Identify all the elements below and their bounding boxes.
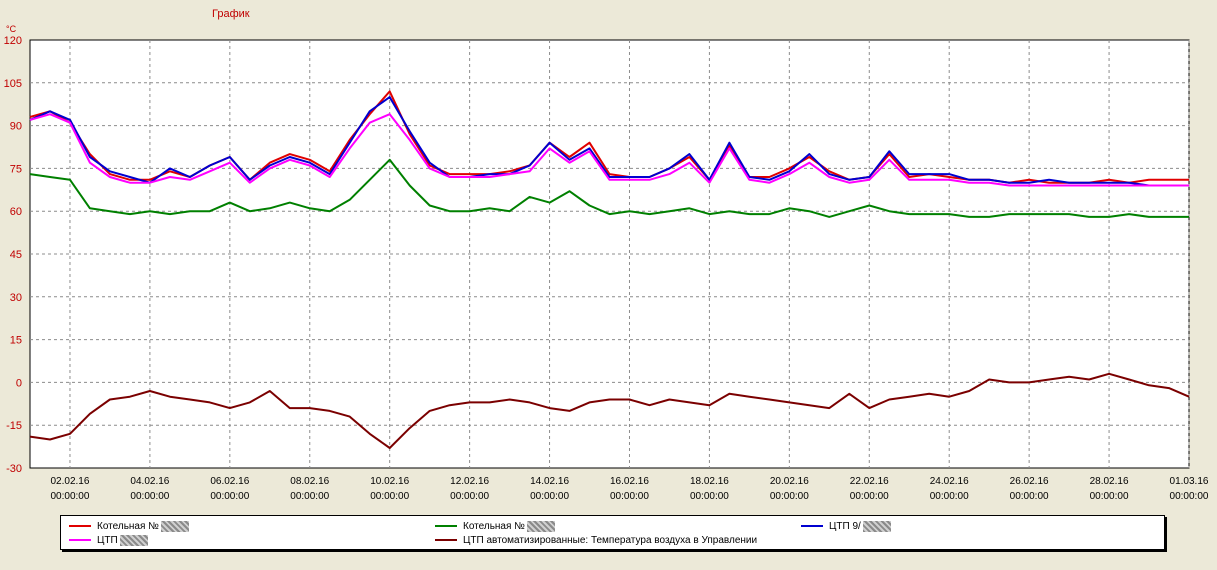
y-tick-label: 105 bbox=[4, 78, 22, 90]
x-tick-date: 20.02.16 bbox=[770, 476, 809, 487]
x-tick-date: 02.02.16 bbox=[50, 476, 89, 487]
x-tick-date: 28.02.16 bbox=[1090, 476, 1129, 487]
y-tick-label: 45 bbox=[10, 249, 22, 261]
x-tick-time: 00:00:00 bbox=[930, 491, 969, 502]
legend-swatch bbox=[69, 539, 91, 541]
legend: Котельная № ЦТП Котельная № ЦТП автомати… bbox=[60, 515, 1165, 550]
legend-label: ЦТП bbox=[97, 534, 118, 546]
series-line-2 bbox=[29, 96, 1189, 187]
x-tick-time: 00:00:00 bbox=[370, 491, 409, 502]
x-tick-date: 14.02.16 bbox=[530, 476, 569, 487]
redacted-mark bbox=[526, 520, 555, 532]
series-line-1 bbox=[29, 158, 1189, 218]
legend-swatch bbox=[801, 525, 823, 527]
series-line-3 bbox=[29, 113, 1189, 187]
legend-item-ctp-9: ЦТП 9/ bbox=[801, 519, 891, 533]
x-tick-time: 00:00:00 bbox=[130, 491, 169, 502]
y-tick-label: 90 bbox=[10, 121, 22, 133]
x-tick-date: 22.02.16 bbox=[850, 476, 889, 487]
x-tick-time: 00:00:00 bbox=[850, 491, 889, 502]
x-tick-date: 12.02.16 bbox=[450, 476, 489, 487]
x-tick-date: 08.02.16 bbox=[290, 476, 329, 487]
legend-item-ctp: ЦТП bbox=[69, 533, 148, 547]
chart-title: График bbox=[212, 8, 250, 20]
y-tick-label: 60 bbox=[10, 206, 22, 218]
x-tick-date: 04.02.16 bbox=[130, 476, 169, 487]
x-tick-time: 00:00:00 bbox=[610, 491, 649, 502]
x-tick-time: 00:00:00 bbox=[450, 491, 489, 502]
legend-item-boiler-2: Котельная № bbox=[435, 519, 555, 533]
y-tick-label: -15 bbox=[6, 420, 22, 432]
x-tick-time: 00:00:00 bbox=[530, 491, 569, 502]
x-tick-time: 00:00:00 bbox=[770, 491, 809, 502]
x-tick-date: 24.02.16 bbox=[930, 476, 969, 487]
y-axis-ticks: 120 105 90 75 60 45 30 15 0 -15 -30 bbox=[4, 35, 22, 475]
series-lines bbox=[29, 90, 1190, 449]
x-tick-date: 06.02.16 bbox=[210, 476, 249, 487]
x-tick-date: 10.02.16 bbox=[370, 476, 409, 487]
redacted-mark bbox=[160, 520, 189, 532]
x-tick-time: 00:00:00 bbox=[690, 491, 729, 502]
y-tick-label: 75 bbox=[10, 163, 22, 175]
legend-swatch bbox=[69, 525, 91, 527]
y-axis-unit: °C bbox=[6, 24, 17, 34]
x-tick-time: 00:00:00 bbox=[1170, 491, 1209, 502]
y-tick-label: 30 bbox=[10, 292, 22, 304]
redacted-mark bbox=[119, 534, 148, 546]
legend-swatch bbox=[435, 539, 457, 541]
x-axis-ticks: 02.02.16 00:00:00 04.02.16 00:00:00 06.02.16… bbox=[50, 476, 1208, 502]
legend-swatch bbox=[435, 525, 457, 527]
x-tick-time: 00:00:00 bbox=[290, 491, 329, 502]
y-tick-label: 15 bbox=[10, 335, 22, 347]
legend-label: Котельная № bbox=[463, 520, 525, 532]
x-tick-time: 00:00:00 bbox=[210, 491, 249, 502]
legend-label: ЦТП автоматизированные: Температура возд… bbox=[463, 534, 758, 546]
x-tick-date: 18.02.16 bbox=[690, 476, 729, 487]
x-tick-date: 01.03.16 bbox=[1170, 476, 1209, 487]
x-tick-time: 00:00:00 bbox=[1090, 491, 1129, 502]
x-tick-time: 00:00:00 bbox=[50, 491, 89, 502]
redacted-mark bbox=[862, 520, 891, 532]
legend-item-air-temperature: ЦТП автоматизированные: Температура возд… bbox=[435, 533, 757, 547]
x-tick-time: 00:00:00 bbox=[1010, 491, 1049, 502]
x-tick-date: 16.02.16 bbox=[610, 476, 649, 487]
y-tick-label: 0 bbox=[16, 377, 22, 389]
series-line-4 bbox=[29, 372, 1190, 449]
legend-item-boiler-1: Котельная № bbox=[69, 519, 189, 533]
y-tick-label: 120 bbox=[4, 35, 22, 47]
legend-label: Котельная № bbox=[97, 520, 159, 532]
y-tick-label: -30 bbox=[6, 463, 22, 475]
legend-label: ЦТП 9/ bbox=[829, 520, 861, 532]
x-tick-date: 26.02.16 bbox=[1010, 476, 1049, 487]
